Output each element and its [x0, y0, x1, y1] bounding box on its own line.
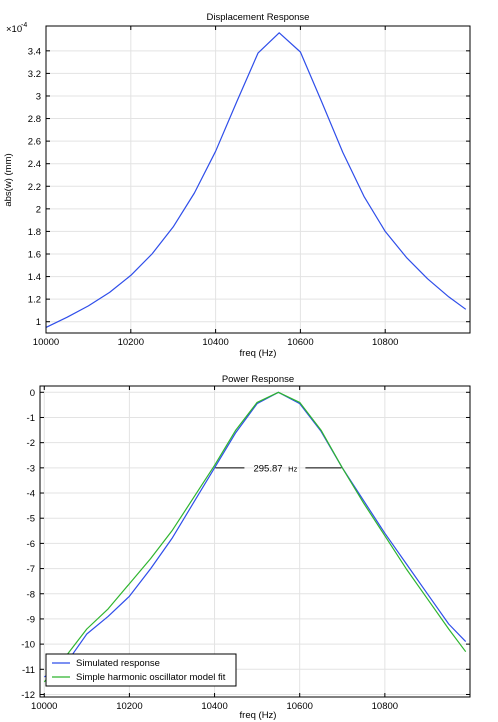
power-series-line-1	[43, 391, 467, 683]
power-y-tick-label: -9	[27, 614, 35, 625]
bandwidth-value: 295.87	[253, 463, 282, 474]
power-y-tick-label: -10	[21, 640, 35, 651]
power-chart-title: Power Response	[222, 374, 294, 385]
displacement-y-multiplier: ×10 -4	[6, 22, 27, 35]
power-chart: Power Response freq (Hz) 295.87 Hz 10000…	[21, 374, 471, 721]
displacement-x-ticks: 10000 10200 10400 10600 10800	[33, 26, 398, 348]
displacement-y-tick-label: 3.4	[28, 46, 41, 57]
displacement-y-tick-label: 2.6	[28, 137, 41, 148]
displacement-x-tick-label: 10800	[372, 337, 398, 348]
power-y-tick-label: -1	[27, 413, 35, 424]
displacement-y-tick-label: 1.4	[28, 272, 41, 283]
power-y-tick-label: -6	[27, 539, 35, 550]
displacement-grid	[45, 26, 470, 333]
displacement-x-tick-label: 10600	[287, 337, 313, 348]
displacement-y-tick-label: 2.8	[28, 114, 41, 125]
power-bandwidth-annotation: 295.87 Hz	[215, 463, 342, 474]
power-y-tick-label: -12	[21, 690, 35, 701]
displacement-y-tick-label: 2	[36, 204, 41, 215]
power-y-tick-label: -7	[27, 564, 35, 575]
displacement-y-tick-label: 1.2	[28, 295, 41, 306]
displacement-y-tick-label: 3	[36, 91, 41, 102]
displacement-y-tick-label: 2.4	[28, 159, 41, 170]
bandwidth-unit: Hz	[288, 464, 297, 473]
displacement-x-tick-label: 10000	[33, 337, 59, 348]
legend-label-model-fit: Simple harmonic oscillator model fit	[76, 672, 226, 683]
displacement-y-tick-label: 1.6	[28, 249, 41, 260]
displacement-x-tick-label: 10400	[202, 337, 228, 348]
displacement-x-tick-label: 10200	[118, 337, 144, 348]
power-y-tick-label: -2	[27, 438, 35, 449]
power-x-tick-label: 10000	[31, 701, 57, 712]
bandwidth-label: 295.87 Hz	[253, 463, 297, 474]
displacement-series-line-0	[45, 32, 467, 328]
power-y-tick-label: -4	[27, 489, 35, 500]
power-series	[43, 391, 467, 683]
power-plot-frame	[39, 385, 471, 698]
displacement-y-tick-label: 2.2	[28, 182, 41, 193]
displacement-chart-title: Displacement Response	[207, 12, 310, 23]
displacement-y-tick-label: 1.8	[28, 227, 41, 238]
legend-box	[45, 653, 237, 687]
y-multiplier-exponent: -4	[21, 22, 27, 29]
displacement-x-axis-label: freq (Hz)	[240, 348, 277, 359]
legend-label-simulated: Simulated response	[76, 658, 160, 669]
power-y-tick-label: -5	[27, 514, 35, 525]
y-multiplier-base: ×10	[6, 24, 22, 35]
displacement-y-ticks: 1 1.2 1.4 1.6 1.8 2 2.2 2.4 2.6 2.8 3 3.2 3.4	[28, 46, 470, 328]
power-legend: Simulated response Simple harmonic oscil…	[45, 653, 237, 687]
power-x-axis-label: freq (Hz)	[240, 710, 277, 721]
power-y-tick-label: -11	[22, 665, 35, 676]
power-y-tick-label: -3	[27, 463, 35, 474]
power-series-line-0	[43, 391, 467, 678]
displacement-y-axis-label: abs(w) (mm)	[3, 153, 14, 206]
power-grid	[40, 386, 470, 697]
power-y-tick-label: -8	[27, 589, 35, 600]
power-x-ticks: 10000 10200 10400 10600 10800	[31, 386, 398, 712]
power-x-tick-label: 10200	[116, 701, 142, 712]
displacement-y-tick-label: 1	[36, 317, 41, 328]
power-x-tick-label: 10600	[286, 701, 312, 712]
displacement-chart: Displacement Response ×10 -4 abs(w) (mm)…	[3, 12, 471, 359]
power-y-tick-label: 0	[30, 388, 35, 399]
power-y-ticks: 0 -1 -2 -3 -4 -5 -6 -7 -8 -9 -10 -11 -12	[21, 388, 470, 701]
displacement-series	[45, 32, 467, 328]
power-x-tick-label: 10400	[201, 701, 227, 712]
displacement-plot-frame	[45, 25, 471, 334]
displacement-y-tick-label: 3.2	[28, 69, 41, 80]
power-x-tick-label: 10800	[372, 701, 398, 712]
